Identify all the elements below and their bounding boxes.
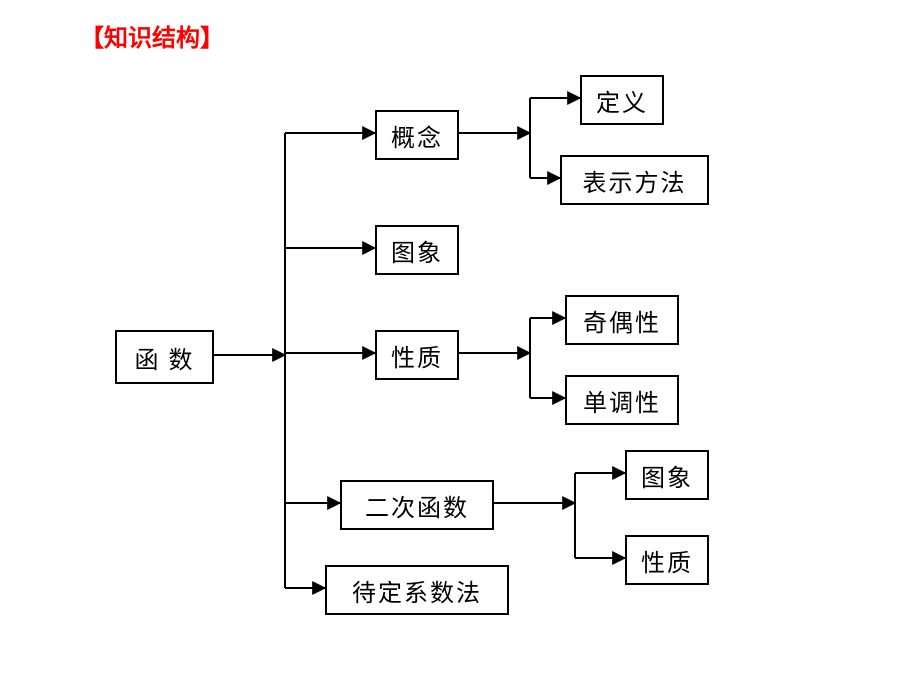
node-repr: 表示方法 — [560, 155, 709, 205]
node-quad: 二次函数 — [340, 480, 494, 530]
node-root: 函 数 — [115, 330, 214, 384]
node-prop2-label: 性质 — [641, 543, 693, 578]
node-concept: 概念 — [375, 110, 459, 160]
diagram-title: 【知识结构】 — [80, 18, 224, 53]
node-def-label: 定义 — [596, 83, 648, 118]
node-graph2: 图象 — [625, 450, 709, 500]
node-property: 性质 — [375, 330, 459, 380]
node-parity-label: 奇偶性 — [583, 303, 661, 338]
node-graph1: 图象 — [375, 225, 459, 275]
node-property-label: 性质 — [391, 338, 443, 373]
node-concept-label: 概念 — [391, 118, 443, 153]
node-prop2: 性质 — [625, 535, 709, 585]
node-repr-label: 表示方法 — [583, 163, 687, 198]
node-graph1-label: 图象 — [391, 233, 443, 268]
node-undet: 待定系数法 — [325, 565, 509, 615]
node-def: 定义 — [580, 75, 664, 125]
node-graph2-label: 图象 — [641, 458, 693, 493]
node-undet-label: 待定系数法 — [352, 573, 482, 608]
node-mono-label: 单调性 — [583, 383, 661, 418]
node-mono: 单调性 — [565, 375, 679, 425]
node-parity: 奇偶性 — [565, 295, 679, 345]
node-root-label: 函 数 — [135, 340, 195, 375]
node-quad-label: 二次函数 — [365, 488, 469, 523]
